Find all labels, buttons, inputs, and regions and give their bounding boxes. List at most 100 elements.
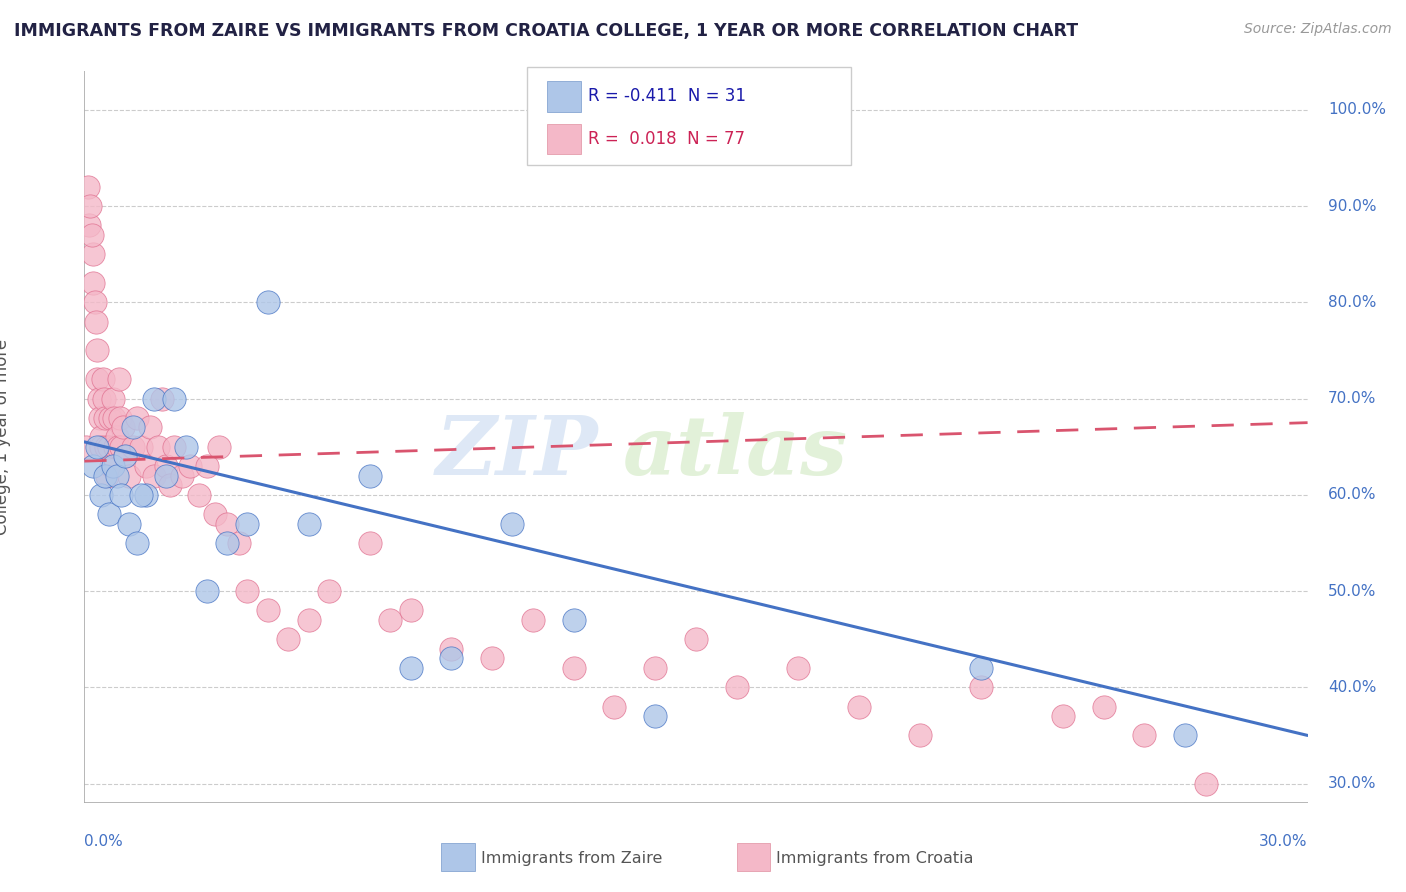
Text: 70.0%: 70.0%	[1327, 391, 1376, 406]
Point	[277, 632, 299, 647]
Point	[142, 392, 165, 406]
Point	[1195, 776, 1218, 790]
Point	[150, 392, 173, 406]
Text: 80.0%: 80.0%	[1327, 295, 1376, 310]
Text: 30.0%: 30.0%	[1260, 834, 1308, 848]
Point	[83, 295, 105, 310]
Point	[1052, 709, 1074, 723]
Point	[257, 603, 280, 617]
Point	[217, 516, 239, 531]
Point	[142, 468, 165, 483]
Point	[163, 392, 186, 406]
Point	[257, 295, 280, 310]
Point	[318, 584, 340, 599]
Point	[112, 420, 135, 434]
Point	[208, 440, 231, 454]
Point	[603, 699, 626, 714]
Point	[440, 641, 463, 656]
Point	[562, 661, 585, 675]
Point	[787, 661, 810, 675]
Text: IMMIGRANTS FROM ZAIRE VS IMMIGRANTS FROM CROATIA COLLEGE, 1 YEAR OR MORE CORRELA: IMMIGRANTS FROM ZAIRE VS IMMIGRANTS FROM…	[14, 22, 1078, 40]
Text: 100.0%: 100.0%	[1327, 103, 1386, 118]
Point	[80, 227, 103, 242]
Point	[93, 392, 115, 406]
Point	[159, 478, 181, 492]
Point	[644, 661, 666, 675]
Point	[90, 440, 112, 454]
Point	[90, 488, 112, 502]
Point	[131, 440, 153, 454]
Text: ZIP: ZIP	[436, 412, 598, 491]
Text: 50.0%: 50.0%	[1327, 583, 1376, 599]
Point	[179, 458, 201, 473]
Point	[1133, 728, 1156, 742]
Point	[82, 458, 104, 473]
Point	[204, 507, 226, 521]
Point	[195, 458, 218, 473]
Point	[118, 468, 141, 483]
Point	[103, 410, 125, 425]
Point	[685, 632, 707, 647]
Point	[970, 681, 993, 695]
Text: College, 1 year or more: College, 1 year or more	[0, 339, 11, 535]
Point	[163, 440, 186, 454]
Point	[187, 488, 209, 502]
Point	[481, 651, 503, 665]
Point	[127, 410, 149, 425]
Point	[75, 440, 97, 454]
Point	[644, 709, 666, 723]
Point	[110, 410, 132, 425]
Point	[100, 458, 122, 473]
Point	[195, 584, 218, 599]
Text: Immigrants from Croatia: Immigrants from Croatia	[776, 851, 973, 865]
Point	[138, 420, 160, 434]
Point	[122, 440, 145, 454]
Point	[236, 584, 259, 599]
Point	[127, 536, 149, 550]
Point	[908, 728, 931, 742]
Point	[87, 392, 110, 406]
Point	[89, 410, 111, 425]
Point	[298, 516, 321, 531]
Point	[440, 651, 463, 665]
Text: 0.0%: 0.0%	[84, 834, 124, 848]
Point	[77, 219, 100, 233]
Point	[725, 681, 748, 695]
Point	[359, 468, 381, 483]
Text: 30.0%: 30.0%	[1327, 776, 1376, 791]
Point	[82, 276, 104, 290]
Point	[118, 516, 141, 531]
Point	[82, 247, 104, 261]
Point	[110, 488, 132, 502]
Point	[135, 488, 157, 502]
Point	[104, 440, 127, 454]
Point	[97, 507, 120, 521]
Point	[108, 372, 131, 386]
Point	[90, 430, 112, 444]
Point	[172, 468, 194, 483]
Point	[135, 458, 157, 473]
Point	[77, 179, 100, 194]
Text: 60.0%: 60.0%	[1327, 487, 1376, 502]
Point	[298, 613, 321, 627]
Point	[96, 468, 118, 483]
Point	[101, 392, 124, 406]
Point	[131, 488, 153, 502]
Point	[93, 410, 115, 425]
Point	[114, 450, 136, 464]
Point	[228, 536, 250, 550]
Point	[146, 440, 169, 454]
Point	[98, 410, 121, 425]
Point	[107, 440, 129, 454]
Point	[522, 613, 544, 627]
Text: 90.0%: 90.0%	[1327, 199, 1376, 213]
Point	[79, 199, 101, 213]
Point	[236, 516, 259, 531]
Point	[84, 315, 107, 329]
Point	[110, 440, 132, 454]
Point	[359, 536, 381, 550]
Text: R =  0.018  N = 77: R = 0.018 N = 77	[588, 130, 745, 148]
Point	[217, 536, 239, 550]
Point	[93, 468, 115, 483]
Point	[91, 372, 114, 386]
